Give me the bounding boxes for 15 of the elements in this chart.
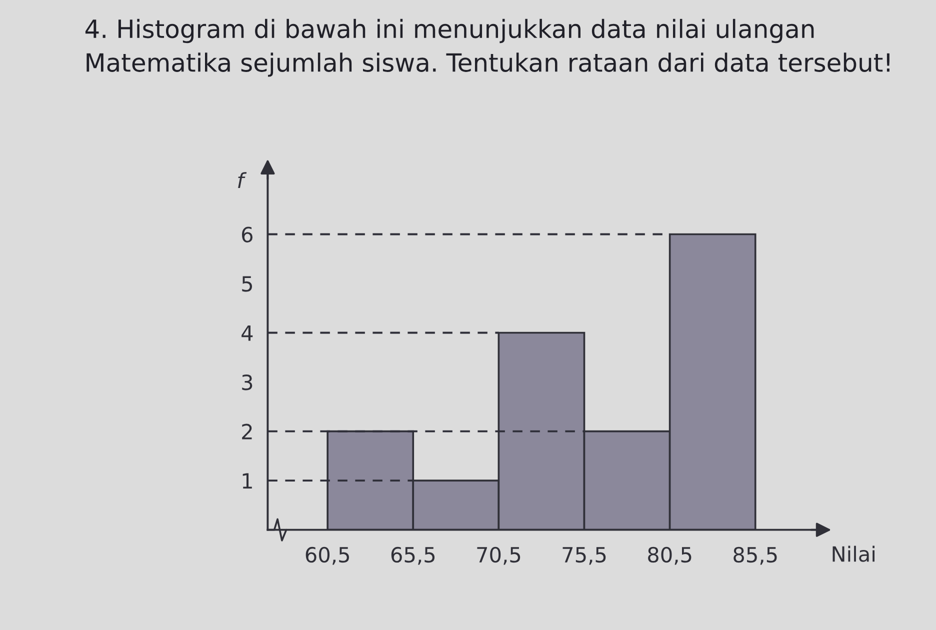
y-tick-label: 1 xyxy=(242,473,252,488)
x-tick-label: 60,5 xyxy=(306,546,349,565)
x-tick-label: 65,5 xyxy=(391,546,435,565)
y-tick-label: 6 xyxy=(242,226,252,242)
y-tick-label: 3 xyxy=(242,374,252,390)
x-tick-label: 80,5 xyxy=(648,546,692,565)
x-axis-title: Nilai xyxy=(832,546,874,562)
y-tick-label: 4 xyxy=(242,326,253,341)
x-tick-label: 85,5 xyxy=(734,546,777,565)
y-tick-label: 5 xyxy=(242,276,252,292)
x-tick-label: 70,5 xyxy=(477,546,520,565)
x-tick-label: 75,5 xyxy=(562,547,606,565)
y-tick-label: 2 xyxy=(242,424,252,440)
y-axis-title: f xyxy=(238,172,247,188)
chart-title: 4. Histogram di bawah ini menunjukkan data nilai ulangan Matematika sejumlah siswa. Tentukan rataan dari data tersebut! xyxy=(85,18,890,77)
